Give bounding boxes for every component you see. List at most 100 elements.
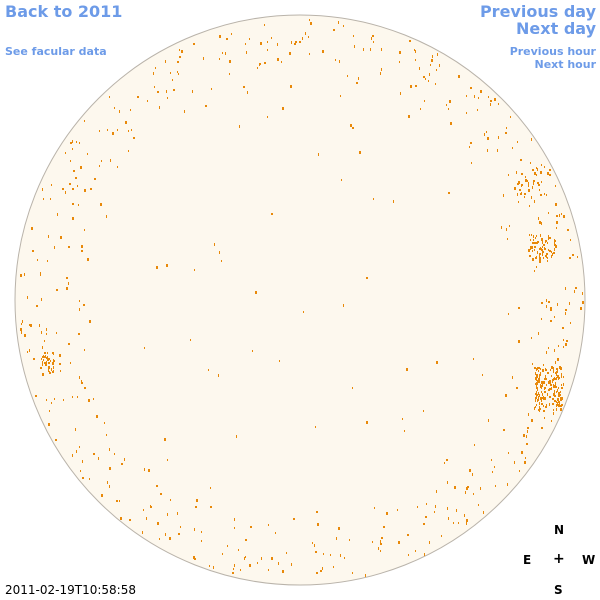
sunspot-speck (428, 80, 429, 82)
sunspot-speck (528, 413, 529, 416)
sunspot-speck (435, 83, 436, 85)
sunspot-speck (441, 535, 442, 537)
sunspot-speck (193, 556, 195, 559)
sunspot-speck (439, 64, 440, 67)
sunspot-speck (563, 376, 564, 378)
sunspot-group-speck (551, 251, 552, 253)
sunspot-speck (99, 130, 100, 132)
previous-day-link[interactable]: Previous day (479, 2, 596, 21)
sunspot-group-speck (536, 368, 537, 371)
sunspot-speck (37, 259, 38, 261)
sunspot-speck (39, 324, 40, 327)
sunspot-speck (209, 565, 210, 567)
sunspot-speck (234, 518, 235, 521)
sunspot-speck (536, 167, 537, 169)
sunspot-group-speck (528, 182, 529, 184)
sunspot-group-speck (535, 383, 536, 385)
sunspot-group-speck (524, 196, 525, 198)
sunspot-group-speck (49, 358, 50, 360)
sunspot-speck (112, 132, 114, 135)
sunspot-speck (473, 358, 474, 360)
sunspot-speck (268, 569, 269, 571)
sunspot-speck (544, 166, 545, 168)
sunspot-group-speck (532, 258, 534, 261)
sunspot-group-speck (556, 373, 557, 376)
sunspot-speck (286, 552, 287, 554)
sunspot-speck (109, 485, 110, 488)
sunspot-group-speck (41, 367, 42, 369)
back-to-year-link[interactable]: Back to 2011 (5, 2, 123, 21)
sunspot-speck (72, 148, 73, 150)
sunspot-group-speck (546, 404, 547, 406)
sunspot-speck (546, 305, 547, 308)
sunspot-speck (381, 537, 383, 539)
sunspot-speck (529, 205, 530, 207)
sunspot-speck (480, 90, 482, 93)
sunspot-group-speck (551, 366, 553, 369)
sunspot-speck (444, 462, 445, 464)
sunspot-speck (526, 443, 528, 445)
sunspot-speck (498, 136, 499, 139)
sunspot-group-speck (554, 248, 555, 251)
sunspot-speck (505, 394, 507, 397)
sunspot-speck (65, 191, 66, 194)
sunspot-group-speck (546, 369, 547, 371)
sunspot-speck (506, 228, 507, 231)
sunspot-speck (420, 108, 421, 110)
sunspot-group-speck (561, 384, 562, 386)
sunspot-group-speck (50, 360, 51, 362)
sunspot-speck (245, 556, 246, 558)
sunspot-speck (541, 427, 543, 429)
sunspot-speck (336, 537, 337, 540)
sunspot-speck (503, 194, 504, 197)
sunspot-speck (358, 77, 359, 80)
sunspot-speck (279, 360, 280, 362)
sunspot-speck (563, 383, 564, 386)
see-facular-data-link[interactable]: See facular data (5, 45, 107, 58)
sunspot-speck (333, 566, 334, 568)
sunspot-speck (48, 235, 49, 238)
sunspot-speck (219, 251, 220, 254)
sunspot-group-speck (535, 372, 536, 375)
sunspot-speck (330, 554, 331, 556)
sunspot-group-speck (540, 397, 542, 400)
sunspot-group-speck (537, 241, 538, 243)
sunspot-speck (65, 152, 66, 154)
sunspot-speck (551, 420, 552, 422)
next-hour-link[interactable]: Next hour (534, 58, 597, 71)
sunspot-speck (538, 332, 539, 335)
sunspot-speck (81, 382, 83, 384)
sunspot-speck (559, 214, 560, 217)
sunspot-group-speck (557, 398, 558, 401)
sunspot-speck (41, 298, 42, 301)
sunspot-speck (234, 527, 235, 529)
sunspot-speck (470, 87, 472, 89)
sunspot-speck (487, 137, 489, 140)
sunspot-group-speck (535, 406, 536, 408)
sunspot-group-speck (53, 366, 54, 369)
sunspot-speck (372, 35, 374, 37)
sunspot-group-speck (518, 181, 520, 184)
sunspot-speck (521, 451, 523, 454)
sunspot-speck (87, 153, 88, 155)
sunspot-group-speck (48, 362, 50, 364)
sunspot-speck (264, 24, 265, 26)
sunspot-group-speck (541, 387, 542, 389)
sunspot-speck (556, 215, 558, 217)
sunspot-speck (87, 258, 89, 261)
sunspot-speck (536, 378, 537, 381)
sunspot-speck (208, 369, 209, 371)
sunspot-group-speck (545, 368, 546, 371)
sunspot-speck (415, 50, 416, 53)
sunspot-speck (68, 282, 69, 285)
next-day-link[interactable]: Next day (516, 19, 596, 38)
sunspot-speck (557, 303, 558, 306)
previous-hour-link[interactable]: Previous hour (509, 45, 596, 58)
sunspot-speck (429, 541, 430, 544)
sunspot-speck (526, 435, 527, 438)
sunspot-speck (545, 406, 547, 408)
sunspot-speck (72, 217, 74, 220)
sunspot-speck (42, 346, 43, 349)
sunspot-group-speck (546, 255, 547, 258)
sunspot-speck (446, 104, 447, 106)
